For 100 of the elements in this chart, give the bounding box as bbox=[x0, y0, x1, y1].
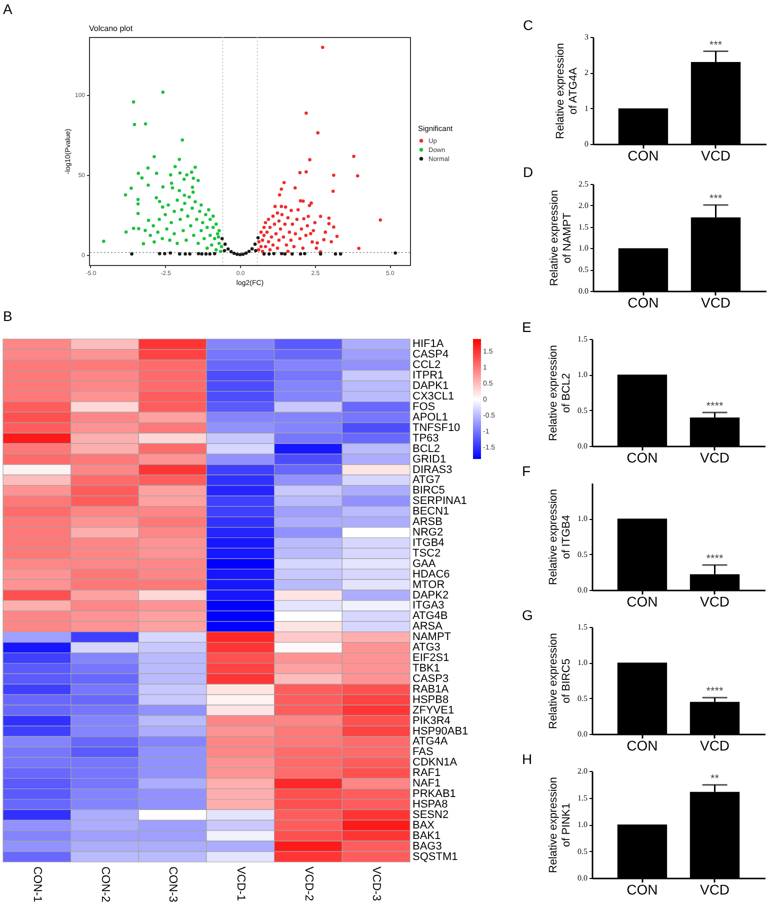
x-tick-label: CON bbox=[628, 148, 659, 164]
y-tick-label: 1 bbox=[584, 104, 588, 113]
y-tick-label: CDKN1A bbox=[412, 756, 458, 769]
y-tick-label: 1.5 bbox=[578, 334, 588, 344]
point bbox=[200, 252, 204, 256]
y-tick-label: FAS bbox=[412, 746, 434, 758]
y-tick-label: ITGB4 bbox=[412, 536, 444, 549]
point bbox=[247, 250, 251, 254]
y-tick-label: 0.5 bbox=[578, 265, 588, 274]
text: E bbox=[522, 319, 532, 335]
text: C bbox=[523, 17, 534, 33]
point bbox=[212, 252, 216, 256]
y-tick-label: HSP90AB1 bbox=[412, 725, 468, 738]
point bbox=[298, 252, 302, 256]
annotation: **** bbox=[706, 400, 724, 412]
point bbox=[184, 252, 187, 256]
x-tick-label: CON bbox=[626, 450, 658, 466]
y-tick-label: ATG4A bbox=[412, 736, 448, 748]
text: A bbox=[3, 1, 13, 17]
point bbox=[334, 252, 338, 256]
y-tick-label: HIF1A bbox=[412, 338, 444, 350]
point bbox=[204, 252, 208, 256]
x-tick-label: VCD-1 bbox=[234, 866, 246, 902]
y-tick-label: ARSA bbox=[412, 620, 444, 633]
point bbox=[253, 242, 257, 246]
y-tick-label: 0.0 bbox=[578, 286, 588, 296]
y-axis-title: Relative expression of ITGB4 bbox=[548, 489, 572, 585]
y-tick-label: ATG3 bbox=[412, 642, 440, 654]
annotation: **** bbox=[706, 553, 724, 566]
y-axis-title: Relative expression of PINK1 bbox=[548, 777, 572, 873]
y-tick-label: FOS bbox=[412, 400, 436, 413]
x-tick-label: VCD bbox=[700, 882, 730, 898]
y-tick-label: 0.5 bbox=[578, 846, 588, 856]
y-tick-label: BAX bbox=[412, 819, 436, 832]
x-tick-label: VCD bbox=[700, 148, 731, 164]
y-tick-label: RAF1 bbox=[412, 767, 441, 780]
y-tick-label: 0.5 bbox=[578, 694, 588, 703]
annotation: ** bbox=[710, 772, 720, 785]
y-tick-label: BAG3 bbox=[412, 840, 442, 852]
x-tick-label: VCD bbox=[700, 594, 730, 610]
point bbox=[267, 252, 271, 256]
x-tick-label: CON-2 bbox=[98, 866, 111, 902]
annotation: *** bbox=[709, 192, 723, 205]
text: G bbox=[522, 607, 533, 623]
y-axis-title: Relative expression of NAMPT bbox=[548, 190, 574, 286]
y-tick-label: 1.0 bbox=[578, 370, 588, 380]
x-tick-label: CON bbox=[628, 294, 659, 310]
point bbox=[188, 252, 192, 256]
x-tick-label: CON bbox=[626, 738, 658, 754]
point bbox=[303, 252, 306, 256]
y-tick-label: GAA bbox=[412, 558, 436, 570]
point bbox=[163, 252, 166, 256]
point bbox=[220, 236, 224, 240]
y-tick-label: SESN2 bbox=[412, 808, 449, 821]
y-tick-label: DAPK2 bbox=[412, 589, 449, 602]
y-tick-label: ATG7 bbox=[412, 474, 440, 486]
point bbox=[283, 252, 287, 256]
y-tick-label: TP63 bbox=[412, 432, 439, 444]
point bbox=[208, 252, 212, 256]
y-tick-label: 1.5 bbox=[578, 793, 588, 802]
y-tick-label: GRID1 bbox=[412, 453, 446, 466]
y-tick-label: 1.0 bbox=[578, 244, 588, 253]
y-tick-label: ZFYVE1 bbox=[412, 704, 454, 716]
y-tick-label: DIRAS3 bbox=[412, 464, 452, 476]
y-axis-title: Relative expression of ATG4A bbox=[554, 43, 580, 139]
point bbox=[223, 242, 227, 246]
point bbox=[241, 252, 245, 256]
x-tick-label: VCD bbox=[700, 738, 730, 754]
x-tick-label: VCD bbox=[700, 450, 730, 466]
y-tick-label: ATG4B bbox=[412, 610, 448, 622]
y-tick-label: 0.5 bbox=[578, 406, 588, 415]
x-tick-label: CON bbox=[626, 882, 658, 898]
point bbox=[290, 252, 294, 256]
point bbox=[130, 252, 134, 256]
y-tick-label: PRKAB1 bbox=[412, 788, 456, 800]
y-tick-label: CX3CL1 bbox=[412, 390, 454, 403]
y-tick-label: 1.5 bbox=[578, 622, 588, 632]
y-tick-label: 1.0 bbox=[578, 658, 588, 668]
y-axis-title: Relative expression of BIRC5 bbox=[548, 633, 572, 729]
point bbox=[256, 236, 260, 240]
y-tick-label: 2.0 bbox=[578, 200, 588, 210]
y-tick-label: NAMPT bbox=[412, 631, 452, 644]
text: B bbox=[3, 308, 12, 324]
point bbox=[394, 251, 397, 255]
point bbox=[250, 247, 254, 250]
point bbox=[254, 248, 258, 252]
y-tick-label: APOL1 bbox=[412, 411, 448, 424]
y-tick-label: 0.0 bbox=[578, 442, 588, 450]
point bbox=[235, 252, 239, 256]
y-tick-label: NAF1 bbox=[412, 778, 441, 790]
text: F bbox=[522, 463, 531, 479]
y-tick-label: PIK3R4 bbox=[412, 714, 450, 727]
text: D bbox=[523, 164, 534, 180]
point bbox=[280, 252, 284, 256]
x-tick-label: VCD-3 bbox=[370, 866, 382, 902]
y-tick-label: TBK1 bbox=[412, 662, 440, 674]
y-tick-label: 1.5 bbox=[578, 222, 588, 232]
y-tick-label: SERPINA1 bbox=[412, 495, 467, 508]
annotation: *** bbox=[709, 39, 723, 52]
y-tick-label: SQSTM1 bbox=[412, 850, 458, 863]
